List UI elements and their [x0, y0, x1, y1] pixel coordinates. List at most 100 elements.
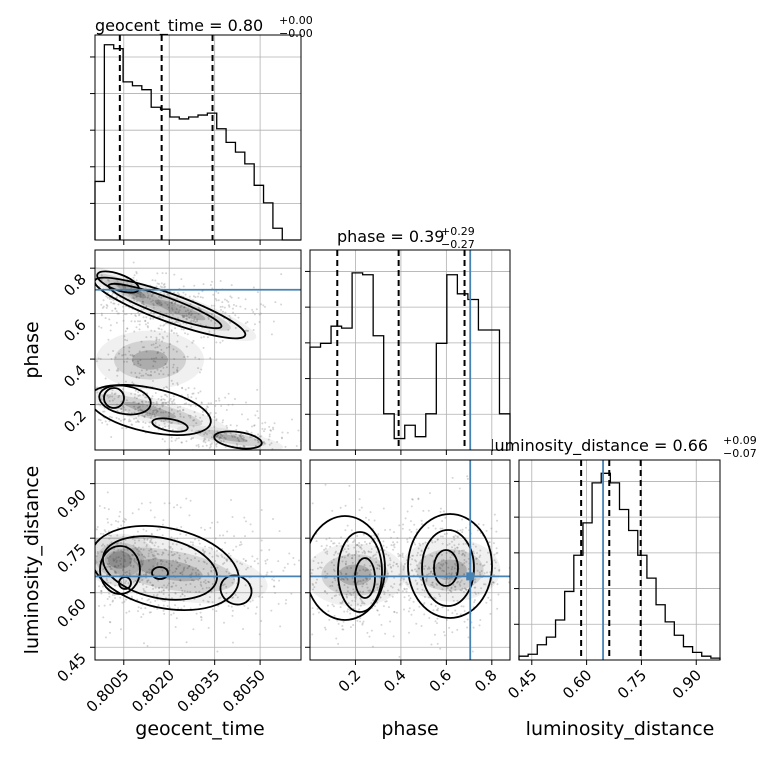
sample-point	[122, 554, 125, 557]
y-tick-label-phase-1: 0.4	[60, 361, 90, 391]
sample-point	[210, 521, 213, 524]
contour-level-5	[151, 566, 169, 580]
sample-point	[115, 417, 118, 420]
sample-point	[196, 318, 199, 321]
sample-point	[121, 601, 124, 604]
sample-point	[192, 320, 195, 323]
sample-point	[146, 373, 149, 376]
sample-point	[210, 280, 213, 283]
sample-point	[184, 559, 187, 562]
sample-point	[439, 510, 442, 513]
sample-point	[90, 571, 92, 573]
sample-point	[133, 539, 136, 542]
sample-point	[205, 407, 208, 410]
sample-point	[106, 291, 109, 294]
sample-point	[263, 430, 266, 433]
sample-point	[435, 582, 438, 585]
sample-point	[363, 552, 366, 555]
sample-point	[146, 412, 149, 415]
sample-point	[439, 647, 442, 650]
sample-point	[473, 599, 476, 602]
sample-point	[453, 544, 456, 547]
sample-point	[161, 401, 164, 404]
sample-point	[135, 562, 138, 565]
sample-point	[235, 443, 238, 446]
sample-point	[186, 318, 189, 321]
sample-point	[427, 526, 430, 529]
sample-point	[362, 579, 365, 582]
sample-point	[202, 549, 205, 552]
sample-point	[198, 371, 201, 374]
sample-point	[220, 404, 223, 407]
sample-point	[398, 655, 401, 658]
sample-point	[204, 579, 207, 582]
sample-point	[106, 563, 109, 566]
hist-panel-geocent-time	[90, 34, 302, 245]
sample-point	[128, 350, 131, 353]
sample-point	[353, 553, 356, 556]
sample-point	[109, 581, 112, 584]
sample-point	[158, 295, 161, 298]
sample-point	[207, 439, 210, 442]
sample-point	[132, 276, 135, 279]
sample-point	[193, 284, 196, 287]
sample-point	[158, 282, 161, 285]
sample-point	[151, 299, 154, 302]
sample-point	[454, 547, 457, 550]
sample-point	[430, 603, 433, 606]
x-tick-label-phase-0: 0.2	[335, 666, 365, 696]
sample-point	[448, 572, 451, 575]
sample-point	[318, 549, 320, 551]
sample-point	[435, 622, 438, 625]
sample-point	[439, 507, 442, 510]
sample-point	[200, 526, 203, 529]
sample-point	[447, 591, 450, 594]
scatter-panel-luminosity-distance-vs-phase	[302, 459, 511, 665]
sample-point	[149, 581, 152, 584]
sample-point	[227, 300, 230, 303]
sample-point	[156, 302, 159, 305]
sample-point	[145, 573, 148, 576]
sample-point	[339, 601, 342, 604]
sample-point	[142, 303, 145, 306]
sample-point	[193, 318, 196, 321]
sample-point	[368, 550, 371, 553]
sample-point	[461, 564, 464, 567]
sample-point	[85, 393, 87, 395]
sample-point	[206, 406, 209, 409]
sample-point	[363, 551, 366, 554]
sample-point	[352, 580, 355, 583]
sample-point	[233, 578, 236, 581]
sample-point	[389, 557, 392, 560]
sample-point	[164, 425, 167, 428]
sample-point	[227, 403, 230, 406]
sample-point	[182, 409, 185, 412]
sample-point	[173, 291, 176, 294]
sample-point	[180, 607, 183, 610]
sample-point	[421, 542, 424, 545]
sample-point	[302, 521, 304, 523]
sample-point	[418, 605, 421, 608]
sample-point	[466, 475, 469, 478]
sample-point	[187, 414, 190, 417]
sample-point	[126, 548, 129, 551]
sample-point	[186, 333, 189, 336]
sample-point	[214, 537, 217, 540]
sample-point	[106, 579, 109, 582]
sample-point	[175, 332, 178, 335]
sample-point	[119, 628, 122, 631]
sample-point	[107, 338, 110, 341]
sample-point	[96, 570, 99, 573]
hist-panel-luminosity-distance	[514, 459, 721, 665]
sample-point	[211, 555, 214, 558]
sample-point	[333, 577, 336, 580]
sample-point	[411, 498, 414, 501]
sample-point	[486, 551, 489, 554]
sample-point	[225, 432, 228, 435]
sample-point	[332, 568, 335, 571]
sample-point	[194, 552, 197, 555]
sample-point	[100, 312, 103, 315]
sample-point	[121, 354, 124, 357]
sample-point	[200, 336, 203, 339]
sample-point	[376, 567, 379, 570]
